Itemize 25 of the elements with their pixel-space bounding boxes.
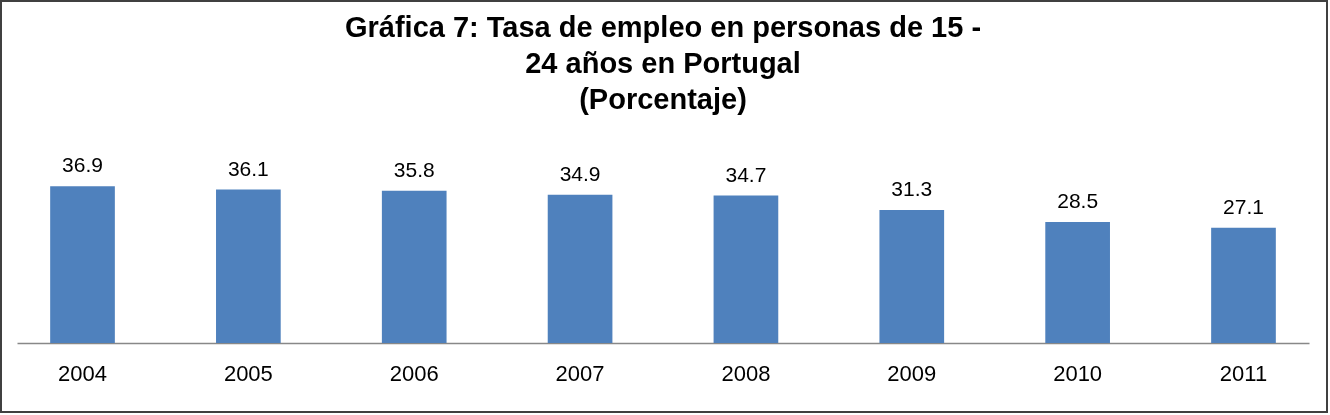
data-label: 34.9	[559, 161, 601, 185]
bar	[381, 190, 447, 343]
data-label: 36.9	[62, 153, 103, 177]
bar	[1211, 227, 1276, 343]
data-label: 27.1	[1223, 194, 1264, 218]
x-tick-label: 2009	[887, 360, 937, 386]
x-tick-label: 2005	[223, 360, 273, 386]
x-tick-label: 2008	[721, 360, 771, 386]
x-tick-label: 2010	[1053, 360, 1103, 386]
data-label: 28.5	[1057, 188, 1099, 212]
bar	[547, 194, 613, 343]
data-label: 35.8	[393, 157, 435, 181]
bar	[713, 195, 779, 343]
bar	[216, 189, 281, 343]
data-label: 34.7	[725, 162, 767, 186]
data-label: 36.1	[227, 156, 269, 180]
bar	[879, 209, 945, 343]
bar	[50, 186, 115, 343]
chart-title: Gráfica 7: Tasa de empleo en personas de 15 - 24 años en Portugal (Porcentaje)	[344, 11, 982, 116]
bar	[1045, 221, 1110, 343]
x-tick-label: 2004	[58, 360, 107, 386]
x-tick-label: 2006	[389, 360, 439, 386]
x-tick-label: 2011	[1219, 360, 1268, 386]
data-label: 31.3	[891, 176, 933, 200]
x-tick-label: 2007	[555, 360, 605, 386]
